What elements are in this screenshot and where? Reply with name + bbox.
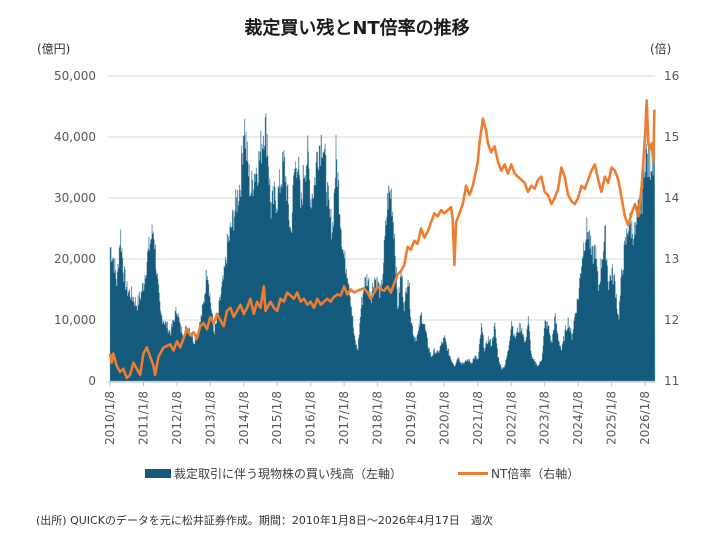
bar-series (109, 113, 656, 382)
legend-label-bar: 裁定取引に伴う現物株の買い残高（左軸） (174, 467, 403, 481)
x-tick-label: 2026/1/8 (638, 391, 652, 445)
chart-plot: 0 10,000 20,000 30,000 40,000 50,000 11 12 13 14… (54, 69, 679, 445)
legend-swatch-bar (145, 469, 171, 478)
right-tick-label: 11 (664, 374, 679, 388)
x-tick-label: 2019/1/8 (404, 391, 418, 445)
nt-ratio-line (108, 99, 656, 380)
right-axis-unit: (倍) (650, 42, 672, 56)
x-tick-label: 2012/1/8 (170, 391, 184, 445)
x-tick-label: 2023/1/8 (538, 391, 552, 445)
legend-label-line: NT倍率（右軸） (491, 467, 580, 481)
legend-item-line: NT倍率（右軸） (458, 465, 579, 482)
x-tick-label: 2013/1/8 (203, 391, 217, 445)
x-tick-label: 2021/1/8 (471, 391, 485, 445)
left-tick-label: 40,000 (54, 130, 96, 144)
x-tick-label: 2022/1/8 (504, 391, 518, 445)
legend-item-bar: 裁定取引に伴う現物株の買い残高（左軸） (145, 465, 402, 482)
line-series (108, 99, 656, 380)
x-tick-label: 2016/1/8 (304, 391, 318, 445)
left-axis-unit: (億円) (37, 42, 71, 56)
chart-title: 裁定買い残とNT倍率の推移 (244, 18, 470, 39)
right-tick-label: 16 (664, 69, 679, 83)
bar-area (109, 113, 656, 382)
x-tick-label: 2015/1/8 (270, 391, 284, 445)
x-tick-label: 2024/1/8 (571, 391, 585, 445)
x-tick-label: 2018/1/8 (371, 391, 385, 445)
legend-swatch-line (458, 472, 488, 475)
left-tick-label: 30,000 (54, 191, 96, 205)
x-tick-label: 2011/1/8 (136, 391, 150, 445)
right-tick-label: 13 (664, 252, 679, 266)
source-note: (出所) QUICKのデータを元に松井証券作成。期間：2010年1月8日～202… (36, 514, 493, 527)
right-axis-ticks: 11 12 13 14 15 16 (664, 69, 679, 388)
right-tick-label: 15 (664, 130, 679, 144)
left-tick-label: 0 (88, 374, 96, 388)
left-tick-label: 20,000 (54, 252, 96, 266)
left-tick-label: 50,000 (54, 69, 96, 83)
right-tick-label: 14 (664, 191, 679, 205)
right-tick-label: 12 (664, 313, 679, 327)
x-tick-label: 2017/1/8 (337, 391, 351, 445)
x-tick-label: 2025/1/8 (605, 391, 619, 445)
x-tick-label: 2020/1/8 (437, 391, 451, 445)
x-axis-ticks: 2010/1/8 2011/1/8 2012/1/8 2013/1/8 2014/1/8… (103, 382, 652, 445)
left-axis-ticks: 0 10,000 20,000 30,000 40,000 50,000 (54, 69, 96, 388)
left-tick-label: 10,000 (54, 313, 96, 327)
x-tick-label: 2014/1/8 (237, 391, 251, 445)
x-tick-label: 2010/1/8 (103, 391, 117, 445)
